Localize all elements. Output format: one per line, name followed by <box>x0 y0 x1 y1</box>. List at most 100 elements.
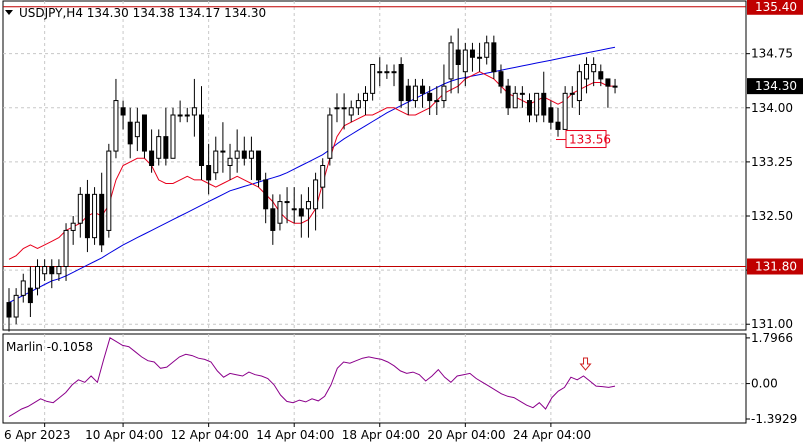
candle-bull <box>562 92 568 130</box>
candle-bull <box>13 294 19 318</box>
candle-bull <box>305 201 311 210</box>
candle-bull <box>177 114 183 117</box>
y-tick-label: -1.3929 <box>751 412 797 426</box>
level-price-tag <box>747 258 803 275</box>
candle-bear <box>270 208 276 231</box>
candle-bull <box>370 63 376 94</box>
candle-bull <box>519 92 525 95</box>
candle-bull <box>156 136 162 159</box>
candle-bear <box>241 150 247 159</box>
indicator-pane: 6 Apr 2023 10 Apr 04:00 12 Apr 04:00 14 Apr… <box>2 331 797 442</box>
annotation-label: 133.56 <box>569 133 611 147</box>
candle-bear <box>427 92 433 102</box>
candle-bull <box>576 71 582 102</box>
level-price-tag <box>747 0 803 15</box>
y-tick-label: 134.00 <box>751 101 793 115</box>
candle-bull <box>42 266 48 275</box>
y-tick-label: 0.00 <box>751 377 778 391</box>
candle-bull <box>113 100 119 152</box>
candle-bear <box>206 165 212 181</box>
candle-bull <box>234 150 240 159</box>
candle-bull <box>355 100 361 109</box>
candle-bear <box>127 121 133 145</box>
x-tick-label: 6 Apr 2023 <box>4 428 71 442</box>
candle-bull <box>220 150 226 153</box>
price-pane-frame <box>2 0 747 331</box>
candle-bull <box>534 92 540 116</box>
candle-bull <box>184 114 190 117</box>
candle-bear <box>27 287 33 304</box>
candle-bull <box>191 107 197 116</box>
candle-bear <box>541 92 547 116</box>
y-tick-label: 131.00 <box>751 317 793 331</box>
y-tick-label: 133.25 <box>751 155 793 169</box>
candle-bull <box>363 92 368 102</box>
candle-bear <box>199 114 205 166</box>
candle-bear <box>149 150 155 166</box>
oscillator-line <box>8 337 616 418</box>
candle-bear <box>405 85 411 102</box>
candle-bull <box>384 71 390 74</box>
candle-bear <box>6 302 12 318</box>
triangle-down-icon[interactable] <box>5 10 13 15</box>
candle-bear <box>398 63 404 102</box>
candle-bull <box>377 71 383 74</box>
current-price-tag <box>747 78 803 95</box>
candle-bull <box>441 85 447 102</box>
candle-bull <box>341 107 347 110</box>
candle-bull <box>412 85 418 102</box>
current-price-label: 134.30 <box>755 79 797 93</box>
indicator-label: Marlin -0.1058 <box>6 340 93 354</box>
moving-average-slow-line <box>8 46 616 304</box>
candle-bear <box>420 85 426 94</box>
candle-bear <box>256 150 262 181</box>
candle-bull <box>477 56 483 59</box>
candle-bull <box>434 100 440 103</box>
candle-bear <box>491 42 497 73</box>
candle-bull <box>334 107 340 110</box>
candle-bear <box>469 49 475 58</box>
x-tick-label: 10 Apr 04:00 <box>85 428 163 442</box>
candle-bull <box>348 107 354 116</box>
y-tick-label: 132.50 <box>751 209 793 223</box>
x-tick-label: 24 Apr 04:00 <box>513 428 591 442</box>
candle-bear <box>263 179 269 210</box>
candle-bear <box>163 136 169 159</box>
y-tick-label: 134.75 <box>751 47 793 61</box>
candle-bull <box>448 42 454 80</box>
candle-bull <box>35 266 41 289</box>
x-tick-label: 18 Apr 04:00 <box>342 428 420 442</box>
candle-bear <box>605 78 611 87</box>
candle-bull <box>612 85 618 88</box>
candle-bull <box>277 201 283 224</box>
candle-bull <box>92 193 98 239</box>
candle-bull <box>591 63 597 73</box>
candle-bull <box>134 121 140 138</box>
level-price-label: 135.40 <box>755 0 797 14</box>
candle-bull <box>227 157 233 167</box>
candle-bull <box>512 92 518 109</box>
candle-bull <box>170 114 176 159</box>
arrow-down-icon <box>579 357 592 371</box>
candle-bull <box>284 201 290 204</box>
candle-bull <box>291 208 297 211</box>
level-price-label: 131.80 <box>755 260 797 274</box>
candle-bear <box>84 193 90 239</box>
candle-bull <box>248 150 254 159</box>
candle-bull <box>77 193 83 224</box>
candle-bear <box>49 266 55 275</box>
candle-bear <box>555 121 561 130</box>
candle-bull <box>63 229 69 268</box>
candle-bull <box>462 49 468 73</box>
x-tick-label: 20 Apr 04:00 <box>427 428 505 442</box>
indicator-pane-frame <box>2 333 747 424</box>
candle-bull <box>584 63 590 80</box>
candle-bull <box>70 222 76 231</box>
candle-bull <box>56 266 62 275</box>
x-tick-label: 12 Apr 04:00 <box>171 428 249 442</box>
candle-bull <box>106 150 112 231</box>
candle-bull <box>313 179 319 210</box>
candle-bear <box>141 114 147 152</box>
symbol-header: USDJPY,H4 134.30 134.38 134.17 134.30 <box>19 6 266 20</box>
candle-bear <box>548 107 554 123</box>
